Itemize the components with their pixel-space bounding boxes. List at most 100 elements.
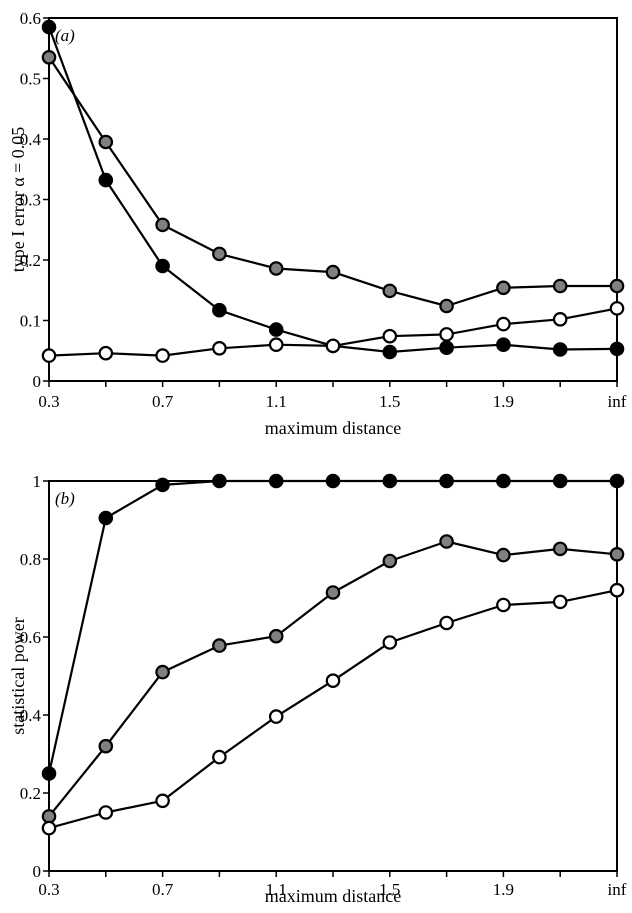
data-point-filled-a <box>552 342 568 357</box>
data-point-filled-b <box>609 473 625 489</box>
x-axis-title-a: maximum distance <box>265 418 401 438</box>
data-point-open-a <box>155 348 170 363</box>
x-tick-label-b: 1.5 <box>379 880 400 899</box>
x-tick-label-b: 1.1 <box>266 880 287 899</box>
data-point-open-b <box>325 673 341 688</box>
y-tick-label-a: 0.1 <box>20 312 41 331</box>
data-point-open-b <box>212 749 227 765</box>
data-point-filled-a <box>212 302 227 318</box>
data-point-filled-a <box>155 258 170 274</box>
data-point-filled-b <box>155 477 170 493</box>
y-tick-label-a: 0.4 <box>20 130 42 149</box>
data-point-open-b <box>268 709 284 724</box>
data-point-open-a <box>496 316 511 332</box>
data-point-filled-b <box>552 473 568 489</box>
data-point-gray-b <box>155 664 170 680</box>
y-tick-label-a: 0.2 <box>20 251 41 270</box>
data-point-gray-b <box>98 738 114 754</box>
data-point-gray-a <box>552 278 568 294</box>
data-point-gray-a <box>212 246 227 262</box>
y-axis-title-b: statistical power <box>8 617 28 734</box>
data-point-open-b <box>609 582 625 598</box>
data-point-filled-a <box>98 172 114 188</box>
y-tick-label-a: 0.6 <box>20 9 41 28</box>
data-point-filled-b <box>268 473 284 489</box>
data-point-filled-a <box>41 19 57 35</box>
y-tick-label-b: 0.2 <box>20 784 41 803</box>
x-tick-label-a: 1.5 <box>379 392 400 411</box>
y-tick-label-a: 0.5 <box>20 70 41 89</box>
plot-frame-a <box>48 17 618 382</box>
x-axis-title-b: maximum distance <box>265 886 401 906</box>
data-point-filled-a <box>439 340 454 355</box>
data-point-open-b <box>98 805 114 820</box>
panel-b: (b) maximum distance statistical power 0… <box>8 472 627 906</box>
data-point-open-a <box>552 311 568 327</box>
data-point-gray-a <box>98 134 114 150</box>
data-point-filled-b <box>212 473 227 489</box>
data-point-gray-a <box>496 280 511 296</box>
data-point-gray-b <box>212 638 227 653</box>
y-axis-title-a: type I error α = 0.05 <box>8 127 28 273</box>
data-point-gray-b <box>382 553 398 569</box>
data-point-open-b <box>496 597 511 613</box>
data-point-gray-b <box>439 534 454 549</box>
y-tick-label-b: 0.6 <box>20 628 41 647</box>
x-tick-label-a: inf <box>608 392 627 411</box>
data-point-open-b <box>439 615 454 631</box>
x-tick-label-b: inf <box>608 880 627 899</box>
series-line-filled-b <box>47 479 617 774</box>
data-point-gray-a <box>325 264 341 280</box>
data-point-open-a <box>98 345 114 361</box>
y-tick-label-b: 0.8 <box>20 550 41 569</box>
y-tick-label-b: 0.4 <box>20 706 42 725</box>
data-point-filled-a <box>268 322 284 337</box>
data-point-open-a <box>41 348 57 363</box>
data-point-gray-b <box>552 541 568 557</box>
data-point-gray-a <box>382 283 398 299</box>
x-tick-label-b: 1.9 <box>493 880 514 899</box>
data-point-open-b <box>552 594 568 610</box>
x-tick-label-b: 0.7 <box>152 880 174 899</box>
y-tick-label-a: 0.3 <box>20 191 41 210</box>
data-point-open-b <box>382 635 398 650</box>
data-point-open-b <box>41 820 57 836</box>
data-point-open-a <box>439 327 454 342</box>
x-tick-label-b: 0.3 <box>38 880 59 899</box>
x-tick-label-a: 0.7 <box>152 392 174 411</box>
data-point-open-b <box>155 793 170 809</box>
x-tick-label-a: 0.3 <box>38 392 59 411</box>
data-point-gray-b <box>41 809 57 824</box>
data-point-gray-a <box>439 298 454 314</box>
data-point-filled-b <box>325 473 341 489</box>
data-point-gray-b <box>325 585 341 600</box>
data-point-filled-a <box>496 337 511 352</box>
y-tick-label-b: 1 <box>33 472 42 491</box>
x-tick-label-a: 1.9 <box>493 392 514 411</box>
data-point-gray-b <box>496 547 511 563</box>
data-point-gray-b <box>268 628 284 644</box>
data-point-filled-a <box>382 344 398 360</box>
data-point-open-a <box>609 301 625 316</box>
data-point-open-a <box>325 338 341 354</box>
data-point-gray-a <box>609 278 625 294</box>
data-point-open-a <box>382 328 398 344</box>
y-tick-label-a: 0 <box>33 372 42 391</box>
data-point-gray-a <box>41 49 57 65</box>
x-tick-label-a: 1.1 <box>266 392 287 411</box>
data-point-filled-b <box>98 510 114 526</box>
series-line-filled-a <box>47 26 618 354</box>
data-point-gray-b <box>609 546 625 562</box>
data-point-gray-a <box>268 261 284 276</box>
panel-a: (a) maximum distance type I error α = 0.… <box>8 9 627 438</box>
data-point-gray-a <box>155 217 170 233</box>
data-point-filled-b <box>439 473 454 489</box>
panel-label-b: (b) <box>55 489 75 508</box>
y-tick-label-b: 0 <box>33 862 42 881</box>
data-point-open-a <box>212 340 227 356</box>
data-point-filled-b <box>41 766 57 781</box>
data-point-filled-b <box>382 473 398 489</box>
panel-label-a: (a) <box>55 26 75 45</box>
